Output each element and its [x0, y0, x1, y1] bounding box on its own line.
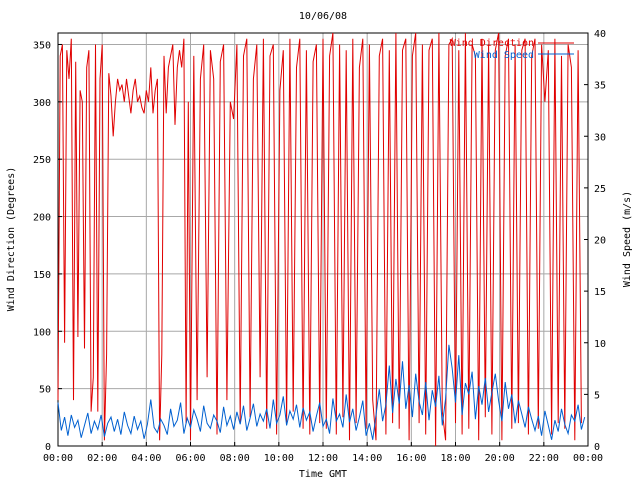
x-tick-label: 18:00	[440, 453, 470, 464]
y-right-tick-label: 30	[594, 132, 606, 143]
x-tick-label: 00:00	[573, 453, 603, 464]
y-right-tick-label: 10	[594, 339, 606, 350]
x-tick-label: 16:00	[396, 453, 426, 464]
y-right-tick-label: 20	[594, 236, 606, 247]
y-left-tick-label: 350	[33, 40, 51, 51]
x-tick-label: 22:00	[529, 453, 559, 464]
x-tick-label: 10:00	[264, 453, 294, 464]
legend-label-wind-speed: Wind Speed	[474, 50, 534, 61]
y-right-tick-label: 0	[594, 442, 600, 453]
x-tick-label: 14:00	[352, 453, 382, 464]
x-axis-label: Time GMT	[299, 469, 347, 480]
y-left-tick-label: 150	[33, 270, 51, 281]
x-tick-label: 12:00	[308, 453, 338, 464]
x-tick-label: 02:00	[87, 453, 117, 464]
x-tick-label: 08:00	[220, 453, 250, 464]
y-right-tick-label: 5	[594, 390, 600, 401]
y-left-tick-label: 50	[39, 385, 51, 396]
series-line-wind-speed	[57, 344, 586, 440]
x-tick-label: 00:00	[43, 453, 73, 464]
grid	[58, 33, 588, 446]
series-layer	[57, 32, 586, 447]
y-left-tick-label: 250	[33, 155, 51, 166]
y-right-tick-label: 35	[594, 81, 606, 92]
y-left-tick-label: 0	[45, 442, 51, 453]
y-left-tick-label: 200	[33, 213, 51, 224]
y-left-tick-label: 300	[33, 98, 51, 109]
ticks: 00:00 02:00 04:00 06:00 08:00 10:00 12:00 14:00…	[33, 29, 606, 464]
y-right-tick-label: 40	[594, 29, 606, 40]
chart-title: 10/06/08	[299, 11, 347, 22]
x-tick-label: 20:00	[485, 453, 515, 464]
y-axis-label-right: Wind Speed (m/s)	[622, 191, 633, 287]
y-right-tick-label: 25	[594, 184, 606, 195]
legend: Wind Direction Wind Speed	[450, 38, 574, 61]
legend-label-wind-direction: Wind Direction	[450, 38, 534, 49]
x-tick-label: 04:00	[131, 453, 161, 464]
y-axis-label-left: Wind Direction (Degrees)	[6, 167, 17, 312]
x-tick-label: 06:00	[175, 453, 205, 464]
y-left-tick-label: 100	[33, 327, 51, 338]
y-right-tick-label: 15	[594, 287, 606, 298]
